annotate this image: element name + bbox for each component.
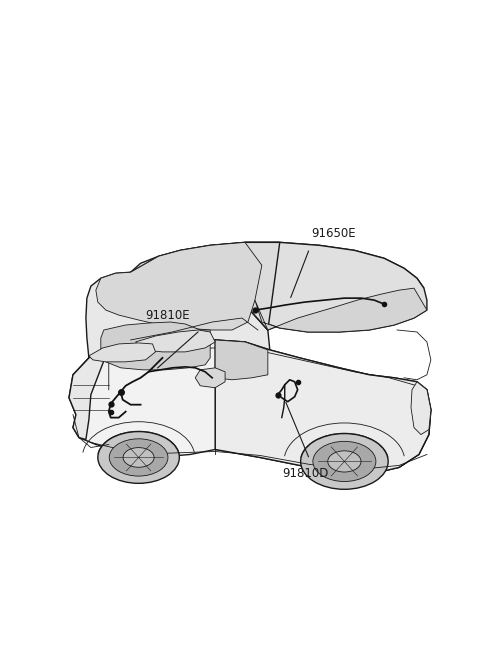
Polygon shape bbox=[411, 382, 431, 434]
Polygon shape bbox=[215, 340, 268, 380]
Polygon shape bbox=[131, 242, 280, 330]
Ellipse shape bbox=[300, 434, 388, 489]
Polygon shape bbox=[69, 348, 109, 440]
Ellipse shape bbox=[313, 441, 376, 481]
Polygon shape bbox=[195, 368, 225, 388]
Polygon shape bbox=[136, 330, 215, 352]
Polygon shape bbox=[101, 322, 210, 370]
Ellipse shape bbox=[328, 451, 361, 472]
Text: 91810D: 91810D bbox=[282, 468, 328, 480]
Polygon shape bbox=[131, 242, 424, 330]
Ellipse shape bbox=[109, 439, 168, 476]
Polygon shape bbox=[89, 343, 156, 362]
Text: 91810E: 91810E bbox=[145, 309, 190, 322]
Text: 91650E: 91650E bbox=[312, 227, 356, 240]
Polygon shape bbox=[69, 340, 431, 474]
Polygon shape bbox=[96, 242, 262, 330]
Ellipse shape bbox=[123, 447, 154, 467]
Polygon shape bbox=[86, 272, 270, 358]
Polygon shape bbox=[245, 242, 427, 332]
Ellipse shape bbox=[98, 432, 180, 483]
Polygon shape bbox=[255, 288, 427, 332]
Polygon shape bbox=[215, 340, 431, 474]
